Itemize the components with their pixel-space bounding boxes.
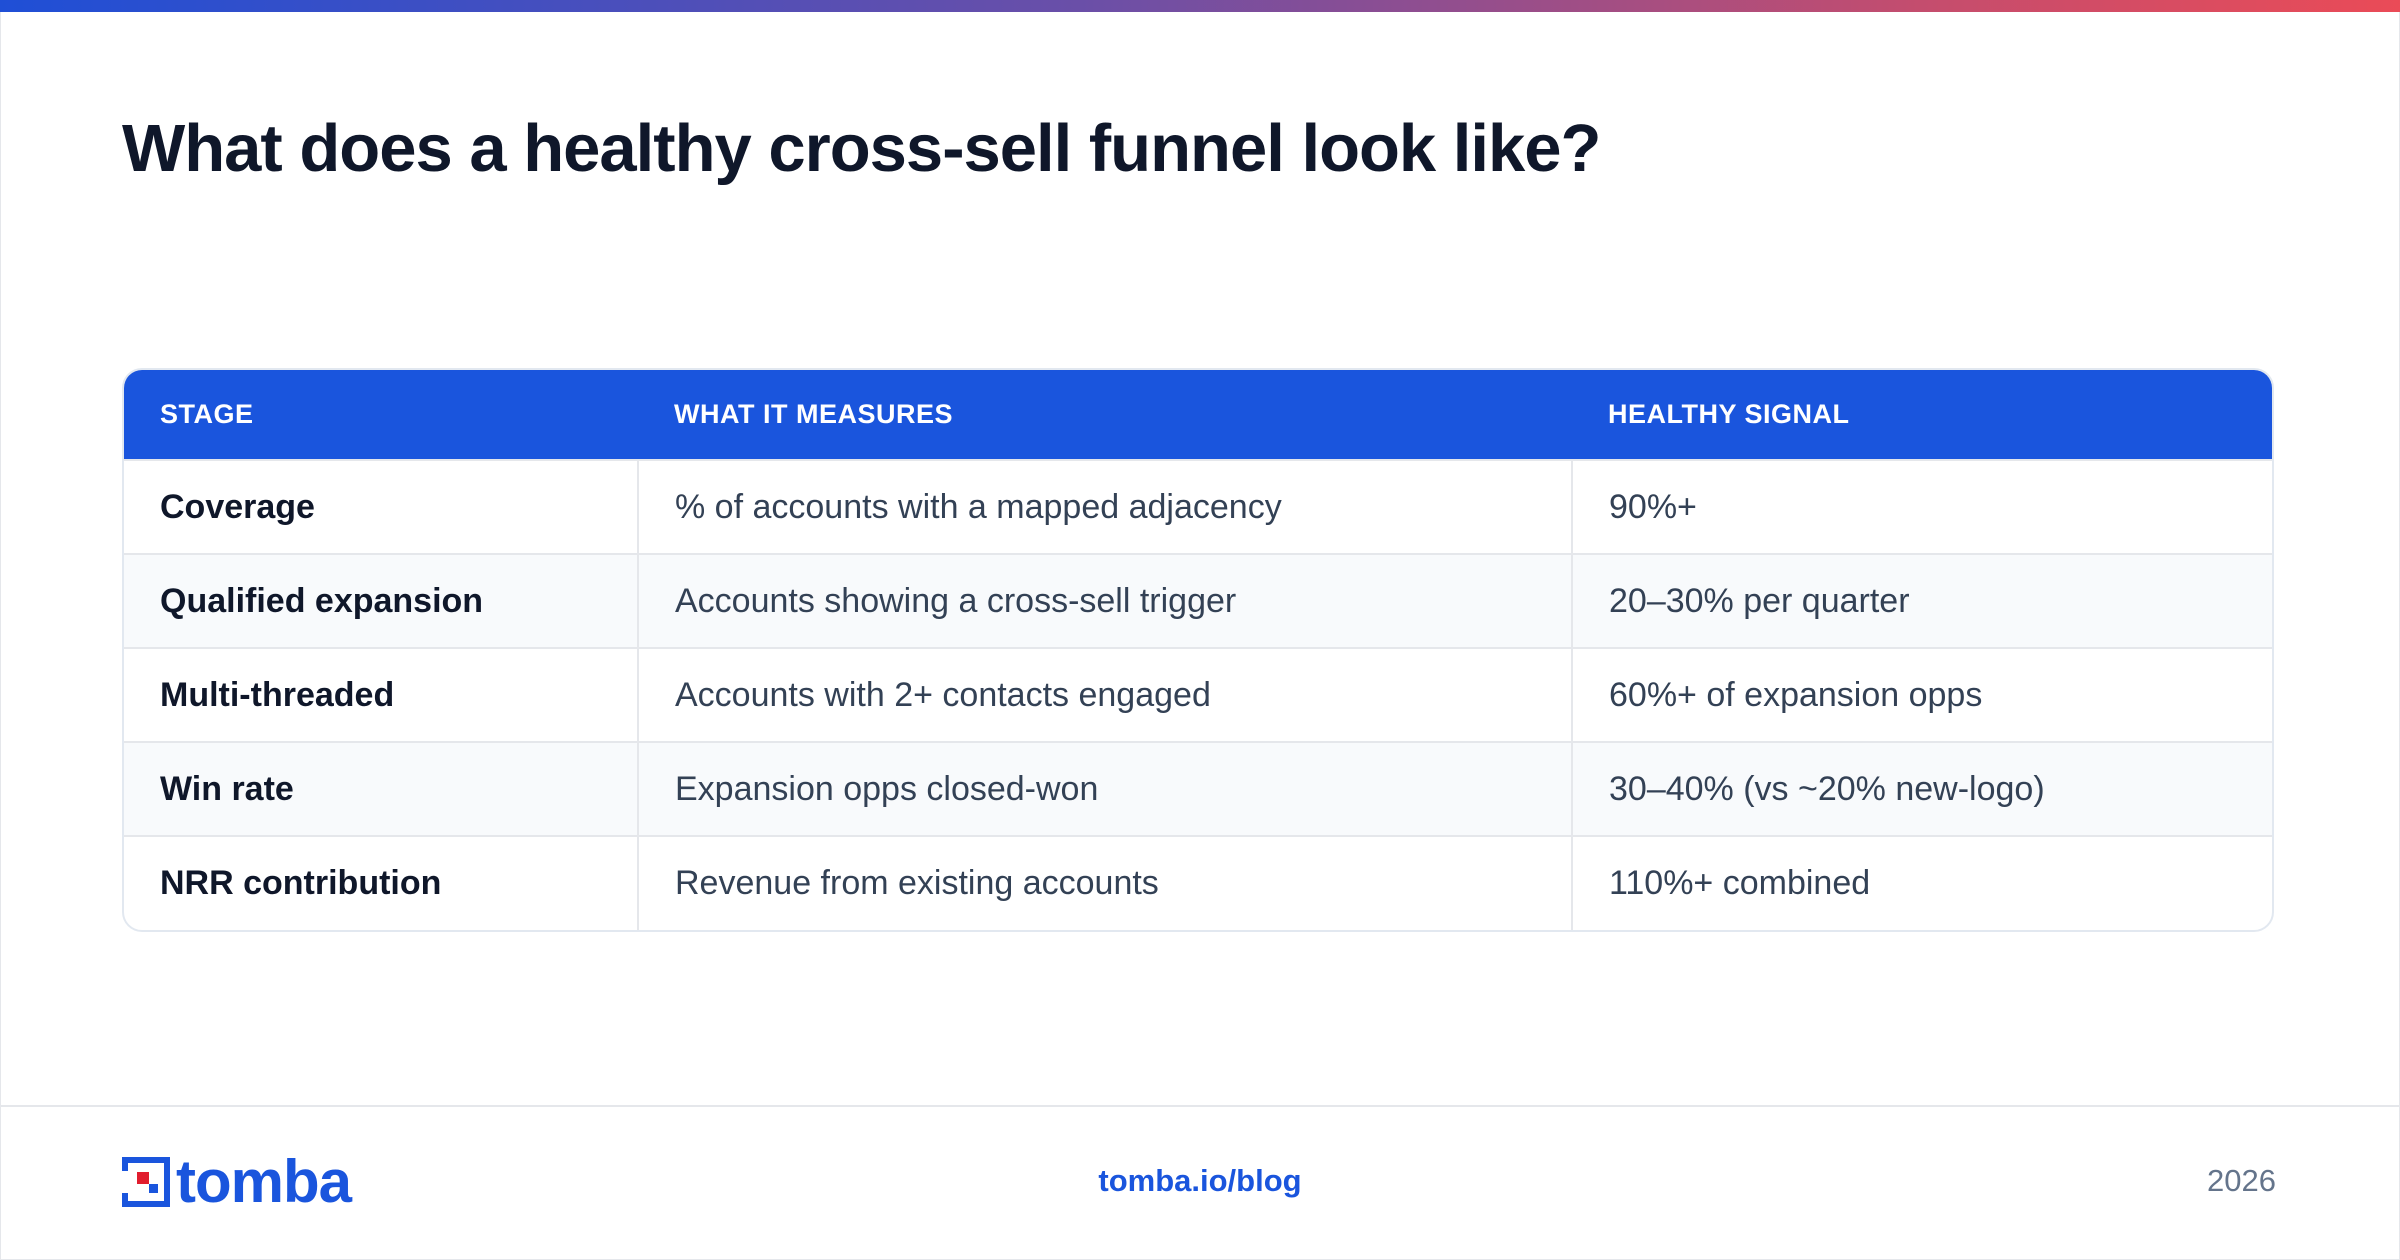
table-row: Coverage % of accounts with a mapped adj… (124, 459, 2272, 554)
signal-cell: 110%+ combined (1571, 835, 2272, 930)
stage-cell: NRR contribution (124, 835, 638, 930)
stage-cell: Coverage (124, 459, 638, 554)
tomba-logo[interactable]: tomba (122, 1148, 352, 1215)
table-row: Qualified expansion Accounts showing a c… (124, 553, 2272, 648)
measures-cell: Revenue from existing accounts (637, 835, 1572, 930)
signal-cell: 30–40% (vs ~20% new-logo) (1571, 741, 2272, 836)
stage-cell: Win rate (124, 741, 638, 836)
header-stage: STAGE (124, 370, 638, 460)
stage-cell: Qualified expansion (124, 553, 638, 648)
blog-link[interactable]: tomba.io/blog (1098, 1163, 1302, 1198)
page-title: What does a healthy cross-sell funnel lo… (122, 111, 1601, 186)
logo-wordmark: tomba (176, 1148, 352, 1215)
signal-cell: 20–30% per quarter (1571, 553, 2272, 648)
stage-cell: Multi-threaded (124, 647, 638, 742)
footer-divider (0, 1105, 2400, 1107)
measures-cell: Expansion opps closed-won (637, 741, 1572, 836)
table-row: Win rate Expansion opps closed-won 30–40… (124, 741, 2272, 836)
signal-cell: 60%+ of expansion opps (1571, 647, 2272, 742)
table-header-row: STAGE WHAT IT MEASURES HEALTHY SIGNAL (124, 370, 2272, 460)
top-gradient-bar (0, 0, 2400, 12)
funnel-table: STAGE WHAT IT MEASURES HEALTHY SIGNAL Co… (122, 368, 2274, 932)
footer-year: 2026 (2207, 1163, 2276, 1198)
tomba-logo-icon (122, 1157, 170, 1207)
table-row: NRR contribution Revenue from existing a… (124, 835, 2272, 930)
signal-cell: 90%+ (1571, 459, 2272, 554)
measures-cell: Accounts with 2+ contacts engaged (637, 647, 1572, 742)
measures-cell: % of accounts with a mapped adjacency (637, 459, 1572, 554)
header-measures: WHAT IT MEASURES (638, 370, 1572, 460)
table-row: Multi-threaded Accounts with 2+ contacts… (124, 647, 2272, 742)
header-signal: HEALTHY SIGNAL (1572, 370, 2272, 460)
measures-cell: Accounts showing a cross-sell trigger (637, 553, 1572, 648)
